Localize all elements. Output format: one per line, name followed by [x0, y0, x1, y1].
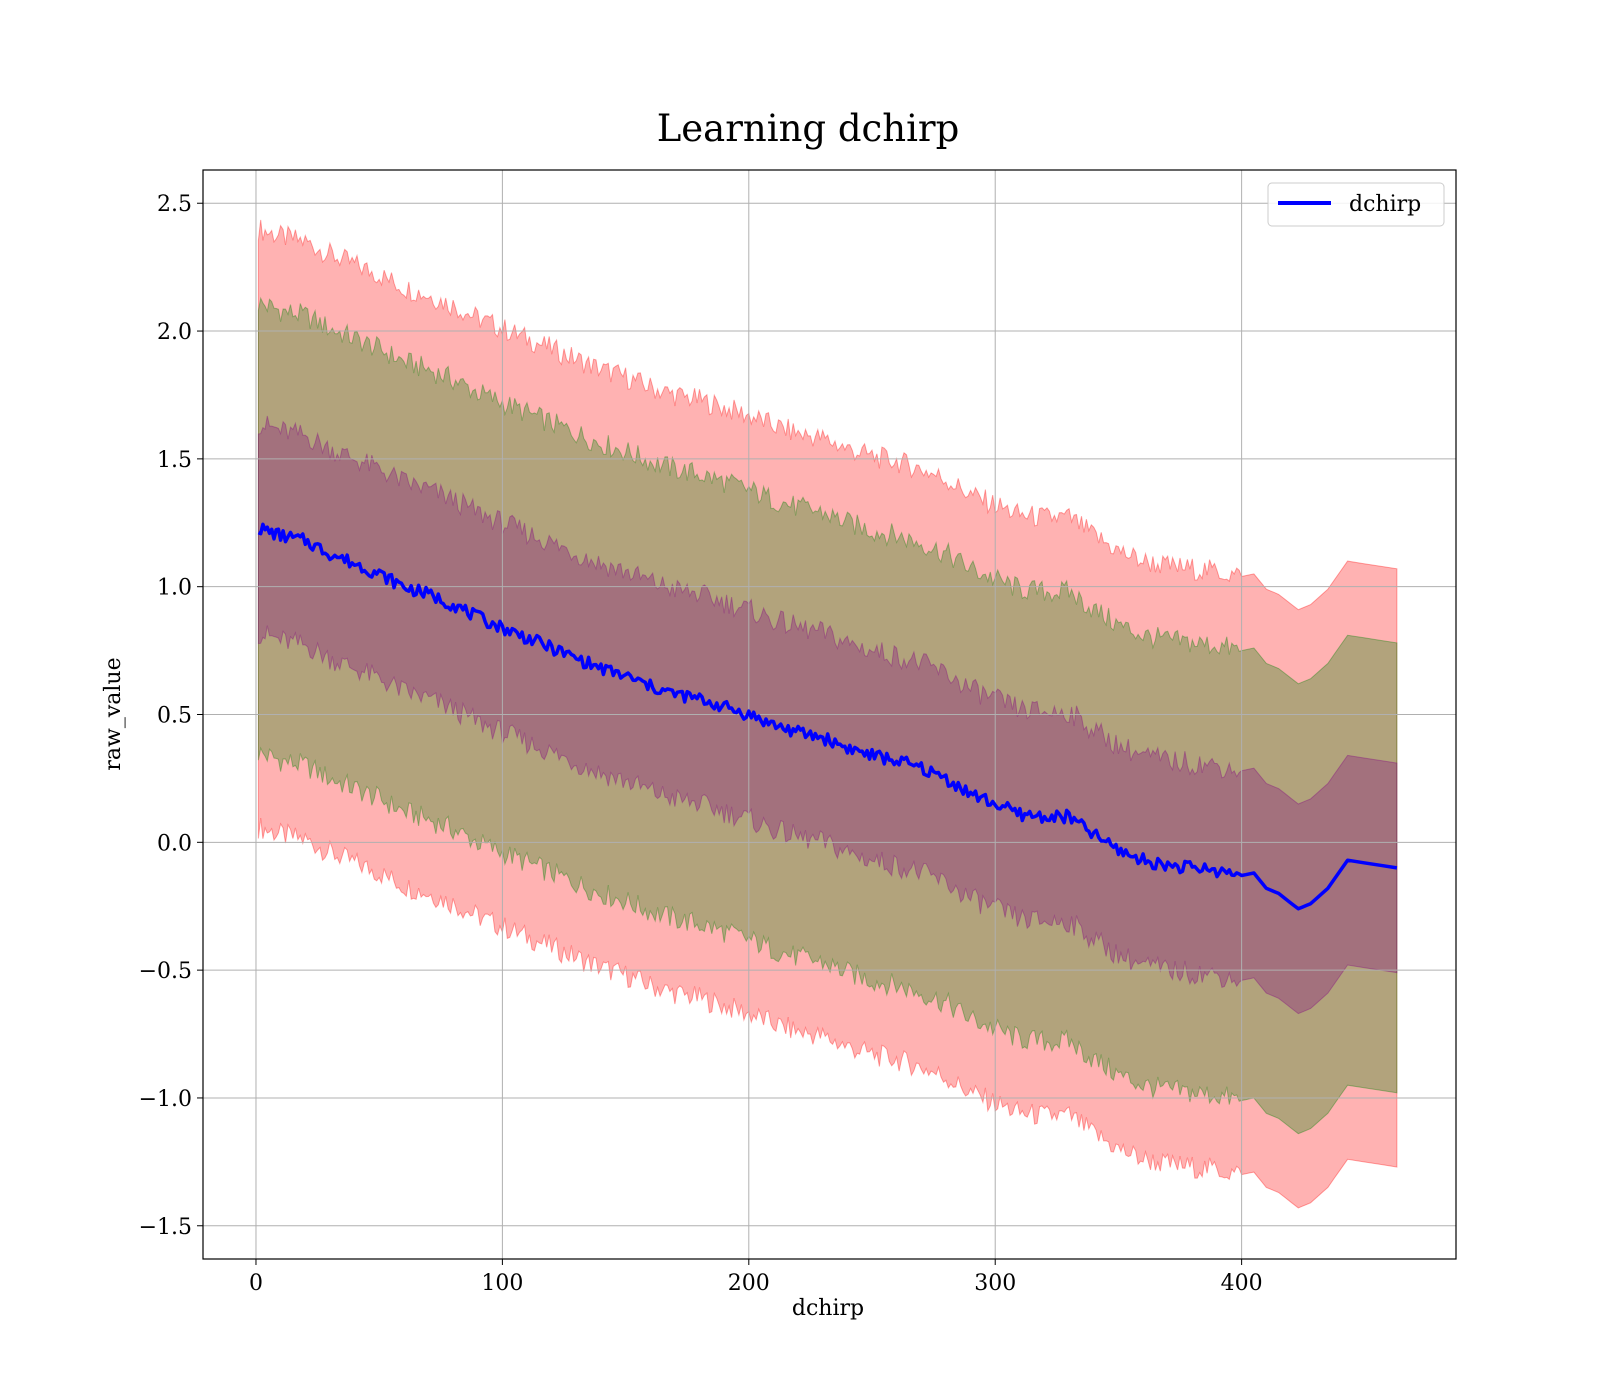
y-tick-label: 0.0: [157, 831, 192, 856]
y-tick-label: −1.5: [139, 1215, 192, 1240]
y-tick-label: 1.5: [157, 448, 192, 473]
y-tick-label: 0.5: [157, 704, 192, 729]
grid: [203, 170, 1456, 1259]
y-tick-label: 2.5: [157, 192, 192, 217]
band-2-sigma: [257, 296, 1398, 1135]
band-3-sigma: [257, 219, 1398, 1209]
legend-box: [1267, 182, 1445, 227]
axis-ticks: 0 100 200 300 400 2.5 2.0 1.5 1.0 0.5 0.0 −0.5 −1.0 −…: [139, 192, 1263, 1296]
y-axis-label: raw_value: [101, 657, 126, 770]
legend: dchirp: [1267, 182, 1445, 227]
y-tick-label: −1.0: [139, 1087, 192, 1112]
x-tick-label: 100: [481, 1271, 523, 1296]
x-tick-label: 0: [249, 1271, 263, 1296]
y-tick-label: −0.5: [139, 959, 192, 984]
x-axis-label: dchirp: [792, 1296, 864, 1321]
x-tick-label: 400: [1221, 1271, 1263, 1296]
y-tick-label: 1.0: [157, 576, 192, 601]
chart-title: Learning dchirp: [657, 107, 960, 150]
y-tick-label: 2.0: [157, 320, 192, 345]
x-tick-label: 300: [974, 1271, 1016, 1296]
series-line-dchirp: [257, 522, 1398, 911]
confidence-bands: [257, 219, 1398, 1209]
series-layer: [257, 522, 1398, 911]
legend-label-dchirp: dchirp: [1349, 192, 1421, 217]
x-tick-label: 200: [728, 1271, 770, 1296]
